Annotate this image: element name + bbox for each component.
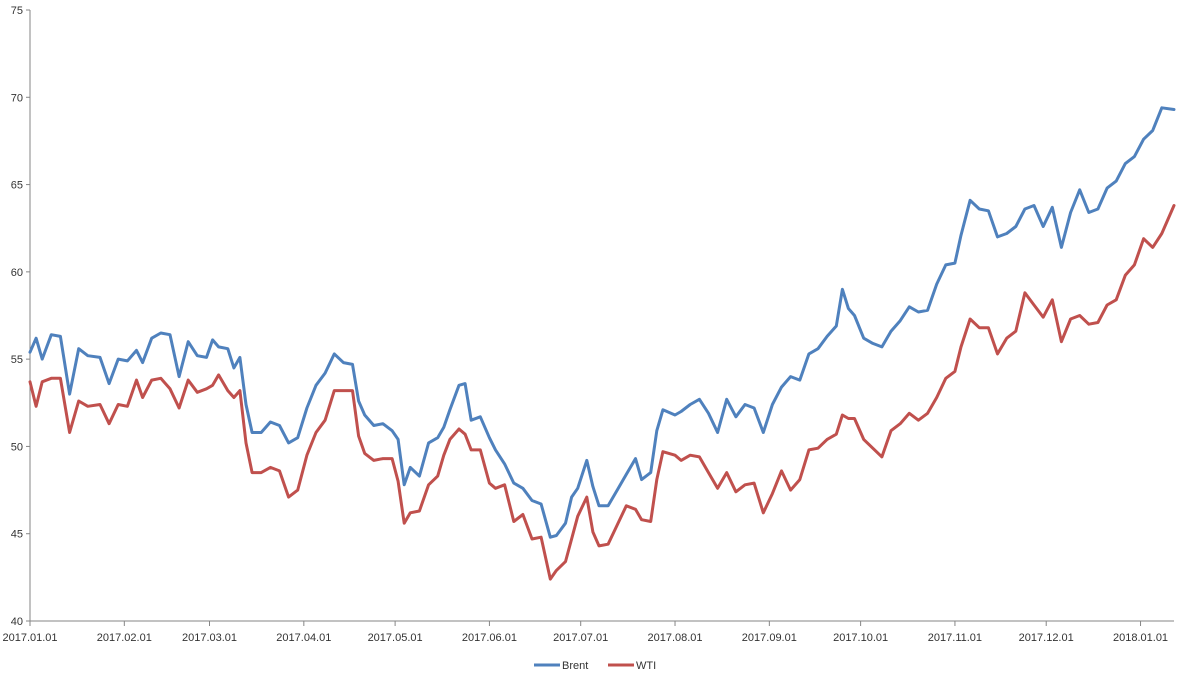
x-tick-label: 2017.11.01 — [928, 632, 982, 644]
y-tick-label: 45 — [11, 529, 23, 541]
y-axis: 40 45 50 55 60 65 70 75 — [11, 5, 31, 628]
x-tick-label: 2017.10.01 — [833, 632, 888, 644]
x-tick-label: 2017.02.01 — [97, 632, 152, 644]
x-tick-label: 2017.01.01 — [2, 632, 57, 644]
x-tick-label: 2017.12.01 — [1019, 632, 1074, 644]
legend-label-brent: Brent — [562, 660, 588, 672]
x-tick-label: 2017.06.01 — [462, 632, 517, 644]
y-tick-label: 60 — [11, 267, 23, 279]
y-tick-label: 55 — [11, 354, 23, 366]
x-tick-label: 2017.08.01 — [647, 632, 702, 644]
x-tick-label: 2017.03.01 — [182, 632, 237, 644]
y-tick-label: 65 — [11, 180, 23, 192]
x-tick-label: 2017.04.01 — [276, 632, 331, 644]
series-lines — [28, 106, 1176, 581]
legend-label-wti: WTI — [636, 660, 656, 672]
y-tick-label: 75 — [11, 5, 23, 17]
x-axis: 2017.01.01 2017.02.01 2017.03.01 2017.04.01… — [2, 620, 1174, 644]
series-line-brent — [28, 106, 1176, 539]
y-tick-label: 40 — [11, 616, 23, 628]
y-tick-label: 70 — [11, 92, 23, 104]
y-tick-label: 50 — [11, 441, 23, 453]
x-tick-label: 2017.07.01 — [553, 632, 608, 644]
x-tick-label: 2018.01.01 — [1113, 632, 1168, 644]
series-line-wti — [28, 204, 1176, 581]
legend: Brent WTI — [534, 660, 656, 672]
x-tick-label: 2017.09.01 — [742, 632, 797, 644]
x-tick-label: 2017.05.01 — [368, 632, 423, 644]
